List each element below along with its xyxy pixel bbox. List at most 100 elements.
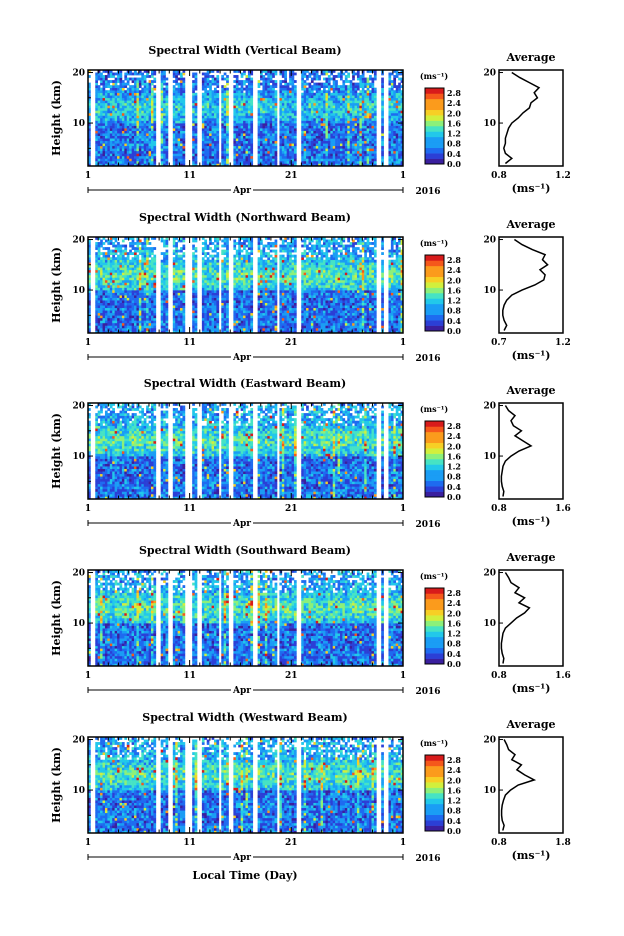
heatmap-cell <box>243 103 246 106</box>
heatmap-cell <box>284 141 287 144</box>
heatmap-cell <box>149 108 152 111</box>
heatmap-cell <box>292 85 295 88</box>
heatmap-cell <box>120 121 123 124</box>
heatmap-cell <box>178 153 181 156</box>
heatmap-cell <box>262 123 265 126</box>
heatmap-cell <box>144 161 147 164</box>
heatmap-cell <box>103 126 106 129</box>
heatmap-cell <box>340 123 343 126</box>
heatmap-cell <box>262 133 265 136</box>
heatmap-cell <box>345 138 348 141</box>
heatmap-cell <box>107 133 110 136</box>
heatmap-cell <box>248 131 251 134</box>
heatmap-cell <box>275 90 278 93</box>
heatmap-cell <box>330 146 333 149</box>
heatmap-cell <box>333 80 336 83</box>
heatmap-cell <box>357 78 360 81</box>
heatmap-cell <box>325 100 328 103</box>
heatmap-cell <box>221 105 224 108</box>
heatmap-cell <box>178 98 181 101</box>
heatmap-cell <box>367 126 370 129</box>
heatmap-cell <box>282 113 285 116</box>
heatmap-cell <box>345 118 348 121</box>
heatmap-cell <box>309 75 312 78</box>
heatmap-cell <box>202 95 205 98</box>
heatmap-cell <box>352 146 355 149</box>
heatmap-cell <box>224 161 227 164</box>
heatmap-cell <box>357 75 360 78</box>
heatmap-cell <box>321 103 324 106</box>
heatmap-cell <box>272 121 275 124</box>
heatmap-cell <box>282 131 285 134</box>
heatmap-cell <box>115 146 118 149</box>
heatmap-cell <box>146 88 149 91</box>
heatmap-cell <box>357 136 360 139</box>
heatmap-cell <box>335 98 338 101</box>
heatmap-cell <box>367 158 370 161</box>
heatmap-cell <box>149 113 152 116</box>
heatmap-cell <box>163 75 166 78</box>
heatmap-cell <box>321 83 324 86</box>
heatmap-cell <box>321 153 324 156</box>
heatmap-cell <box>367 90 370 93</box>
heatmap-cell <box>355 138 358 141</box>
heatmap-cell <box>260 151 263 154</box>
heatmap-cell <box>132 100 135 103</box>
heatmap-cell <box>309 146 312 149</box>
heatmap-cell <box>180 151 183 154</box>
heatmap-cell <box>95 136 98 139</box>
heatmap-cell <box>342 88 345 91</box>
heatmap-cell <box>192 143 195 146</box>
heatmap-cell <box>105 143 108 146</box>
heatmap-cell <box>246 138 249 141</box>
heatmap-cell <box>163 115 166 118</box>
heatmap-cell <box>279 105 282 108</box>
heatmap-cell <box>258 126 261 129</box>
heatmap-cell <box>107 80 110 83</box>
heatmap-cell <box>364 123 367 126</box>
figure: Local Time (Day) Spectral Width (Vertica… <box>0 0 624 931</box>
heatmap-cell <box>127 88 130 91</box>
heatmap-cell <box>122 103 125 106</box>
heatmap-cell <box>333 93 336 96</box>
heatmap-cell <box>323 138 326 141</box>
heatmap-cell <box>321 121 324 124</box>
heatmap-cell <box>246 105 249 108</box>
heatmap-cell <box>115 158 118 161</box>
heatmap-cell <box>342 110 345 113</box>
heatmap-cell <box>338 95 341 98</box>
heatmap-cell <box>248 153 251 156</box>
heatmap-cell <box>166 83 169 86</box>
heatmap-cell <box>149 141 152 144</box>
heatmap-cell <box>112 136 115 139</box>
heatmap-cell <box>141 95 144 98</box>
heatmap-cell <box>243 105 246 108</box>
heatmap-cell <box>282 115 285 118</box>
heatmap-cell <box>267 103 270 106</box>
heatmap-cell <box>146 73 149 76</box>
heatmap-cell <box>304 161 307 164</box>
heatmap-cell <box>248 78 251 81</box>
heatmap-cell <box>284 158 287 161</box>
heatmap-cell <box>115 95 118 98</box>
heatmap-cell <box>115 153 118 156</box>
heatmap-cell <box>221 100 224 103</box>
heatmap-cell <box>275 95 278 98</box>
heatmap-cell <box>279 143 282 146</box>
heatmap-cell <box>151 143 154 146</box>
heatmap-cell <box>313 133 316 136</box>
heatmap-cell <box>246 121 249 124</box>
heatmap-cell <box>129 118 132 121</box>
heatmap-cell <box>265 138 268 141</box>
heatmap-cell <box>216 153 219 156</box>
heatmap-cell <box>325 123 328 126</box>
heatmap-cell <box>345 161 348 164</box>
heatmap-cell <box>132 143 135 146</box>
heatmap-cell <box>316 153 319 156</box>
heatmap-cell <box>275 105 278 108</box>
heatmap-cell <box>265 83 268 86</box>
heatmap-cell <box>202 133 205 136</box>
heatmap-cell <box>144 146 147 149</box>
heatmap-cell <box>202 123 205 126</box>
heatmap-cell <box>294 133 297 136</box>
